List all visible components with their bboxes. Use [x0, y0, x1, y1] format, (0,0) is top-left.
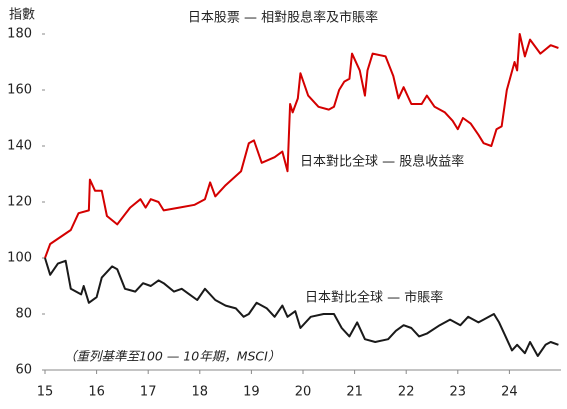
y-tick-label: 160	[7, 83, 32, 98]
x-tick-label: 16	[88, 385, 105, 400]
y-tick-label: 80	[15, 307, 32, 322]
x-tick-label: 24	[501, 385, 518, 400]
series-line	[44, 33, 559, 259]
annotation: 日本對比全球 — 市賬率	[305, 290, 443, 306]
series-line	[44, 257, 559, 357]
y-tick-label: 140	[7, 139, 32, 154]
annotation: （重列基準至100 — 10年期，MSCI）	[64, 349, 280, 364]
x-tick-label: 17	[140, 385, 157, 400]
x-tick-label: 20	[295, 385, 312, 400]
y-axis-label: 指數	[9, 8, 35, 23]
y-tick-label: 60	[15, 363, 32, 378]
y-tick-label: 180	[7, 27, 32, 42]
annotation: 日本對比全球 — 股息收益率	[300, 154, 464, 170]
x-tick-label: 23	[450, 385, 467, 400]
x-tick-label: 21	[346, 385, 363, 400]
y-tick-label: 120	[7, 195, 32, 210]
x-tick-label: 22	[398, 385, 415, 400]
x-tick-label: 15	[37, 385, 54, 400]
x-tick-label: 18	[192, 385, 209, 400]
y-tick-label: 100	[7, 251, 32, 266]
chart-title: 日本股票 — 相對股息率及市賬率	[188, 10, 378, 26]
x-tick-label: 19	[243, 385, 260, 400]
